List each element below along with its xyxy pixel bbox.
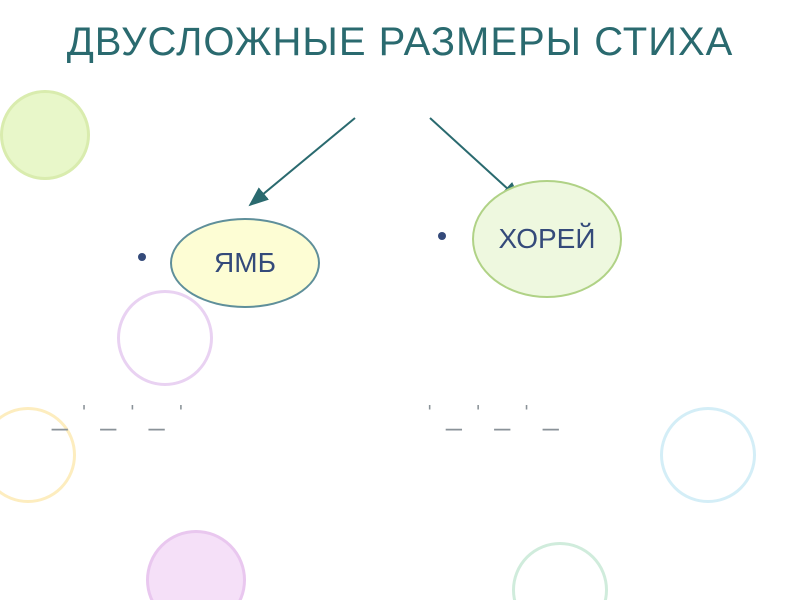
title-text: ДВУСЛОЖНЫЕ РАЗМЕРЫ СТИХА xyxy=(67,20,734,64)
bg-circle xyxy=(146,530,246,600)
arrow-to-yamb xyxy=(250,118,355,205)
arrow-to-horey xyxy=(430,118,520,200)
pattern-yamb-text: _ ˈ _ ˈ _ ˈ xyxy=(52,400,188,431)
bg-circle xyxy=(117,290,213,386)
node-horey: ХОРЕЙ xyxy=(472,180,622,298)
bullet-yamb xyxy=(138,253,146,261)
bg-circle xyxy=(512,542,608,600)
bg-circle xyxy=(0,90,90,180)
bullet-horey xyxy=(438,232,446,240)
arrows-svg xyxy=(0,0,800,600)
pattern-yamb: _ ˈ _ ˈ _ ˈ xyxy=(52,400,188,432)
bg-circle xyxy=(660,407,756,503)
pattern-horey: ˈ _ ˈ _ ˈ _ xyxy=(425,400,561,432)
node-yamb-label: ЯМБ xyxy=(214,247,276,279)
node-horey-label: ХОРЕЙ xyxy=(498,223,595,255)
page-title: ДВУСЛОЖНЫЕ РАЗМЕРЫ СТИХА xyxy=(0,20,800,65)
node-yamb: ЯМБ xyxy=(170,218,320,308)
pattern-horey-text: ˈ _ ˈ _ ˈ _ xyxy=(425,400,561,431)
